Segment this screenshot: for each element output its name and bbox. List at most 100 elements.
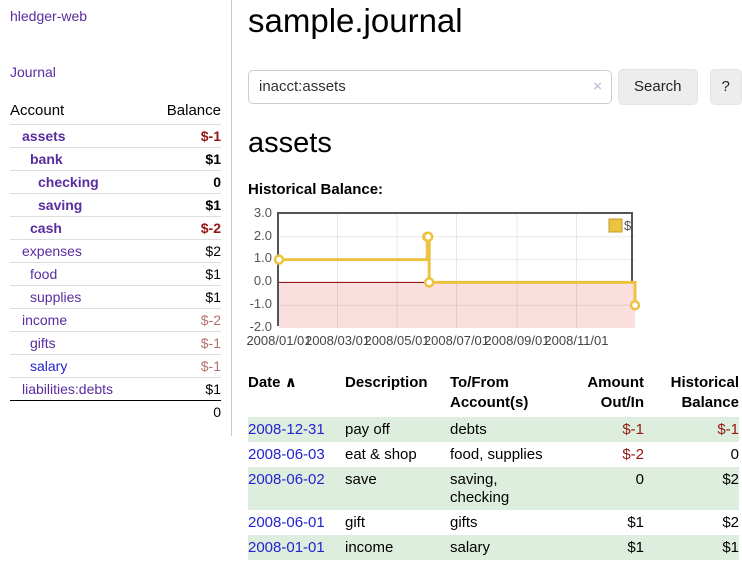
account-balance: $-1 [148,331,221,355]
account-balance: $1 [148,193,221,217]
transaction-amount: $1 [627,513,644,531]
accounts-table-header-row: Account Balance [10,99,221,125]
account-balance: $-1 [148,354,221,378]
x-axis-tick-label: 2008/05/01 [364,332,430,348]
y-axis-tick-label: 0.0 [253,273,272,289]
account-row: checking 0 [10,170,221,194]
transaction-amount: $-2 [622,445,644,463]
transaction-accounts: salary [450,538,491,556]
sidebar-item-journal[interactable]: Journal [10,64,56,80]
transaction-date-link[interactable]: 2008-06-03 [248,445,325,463]
account-row: assets $-1 [10,124,221,148]
transaction-accounts: food, supplies [450,445,543,463]
transaction-date-link[interactable]: 2008-06-02 [248,470,325,488]
register-table: Date ∧ Description To/From Account(s) Am… [248,370,739,560]
account-link[interactable]: supplies [30,289,82,305]
register-row: 2008-06-02 save saving, checking 0 $2 [248,466,739,510]
help-button[interactable]: ? [709,68,742,105]
register-header-amount: Amount Out/In [587,373,644,411]
data-point-marker [629,299,641,311]
account-link[interactable]: liabilities:debts [22,381,114,397]
transaction-description: income [345,538,394,556]
y-axis-tick-label: 3.0 [253,204,272,220]
account-link[interactable]: checking [38,174,99,190]
main-content: sample.journal × Search ? assets Histori… [246,0,742,560]
transaction-accounts: gifts [450,513,478,531]
transaction-description: gift [345,513,366,531]
account-link[interactable]: food [30,266,58,282]
account-link[interactable]: bank [30,151,63,167]
transaction-date-link[interactable]: 2008-06-01 [248,513,325,531]
account-row: supplies $1 [10,285,221,309]
account-link[interactable]: salary [30,358,68,374]
page-title: sample.journal [248,2,463,39]
account-balance: 0 [148,170,221,194]
register-header-date[interactable]: Date ∧ [248,370,345,417]
account-link[interactable]: income [22,312,68,328]
data-point-marker [273,254,285,265]
data-point-marker [422,231,434,242]
account-row: bank $1 [10,147,221,171]
accounts-table: Account Balance assets $-1 bank $1 checking 0… [10,99,221,424]
search-input[interactable] [248,69,612,104]
transaction-date-link[interactable]: 2008-01-01 [248,538,325,556]
search-button[interactable]: Search [618,68,698,105]
transaction-balance: 0 [730,445,739,463]
register-row: 2008-06-01 gift gifts $1 $2 [248,510,739,535]
account-row: saving $1 [10,193,221,217]
account-balance: $1 [148,262,221,286]
account-balance: $1 [148,285,221,309]
accounts-total-spacer [10,400,149,424]
x-axis-tick-label: 2008/09/01 [484,332,550,348]
accounts-total-value: 0 [148,400,221,424]
chart-title: Historical Balance: [248,180,384,198]
accounts-header-account: Account [10,102,65,119]
register-header-row: Date ∧ Description To/From Account(s) Am… [248,370,739,417]
transaction-amount: $1 [627,538,644,556]
register-table-body: 2008-12-31 pay off debts $-1 $-1 2008-06-03 ea… [248,416,739,560]
accounts-header-balance: Balance [166,102,221,119]
x-axis-tick-label: 2008/03/01 [304,332,371,348]
clear-search-icon[interactable]: × [593,77,602,95]
register-row: 2008-06-03 eat & shop food, supplies $-2 0 [248,442,739,467]
balance-chart-plot: $ [273,211,641,328]
transaction-balance: $2 [722,470,739,488]
transaction-amount: 0 [635,470,644,488]
account-link[interactable]: cash [30,220,62,236]
transaction-date-link[interactable]: 2008-12-31 [248,420,325,438]
transaction-balance: $2 [722,513,739,531]
register-header-balance: Historical Balance [670,373,739,411]
y-axis-tick-label: -2.0 [249,318,272,334]
transaction-balance: $1 [722,538,739,556]
search-box: × [248,69,612,104]
register-header-accounts: To/From Account(s) [450,373,529,411]
accounts-table-body: assets $-1 bank $1 checking 0 saving $1 cash $-2 e… [10,124,221,401]
account-link[interactable]: assets [22,128,66,144]
transaction-balance: $-1 [717,420,739,438]
register-header-description: Description [345,373,428,391]
account-balance: $-2 [148,216,221,240]
date-header-label: Date [248,373,281,391]
account-row: cash $-2 [10,216,221,240]
accounts-total-row: 0 [10,400,221,424]
y-axis-tick-label: 1.0 [253,250,272,266]
account-link[interactable]: gifts [30,335,56,351]
sidebar: hledger-web Journal Account Balance asse… [0,0,232,436]
balance-chart: $ 3.0 2.0 1.0 0.0 -1.0 -2.0 2008/01/01 2008/03/… [246,205,742,356]
app-title-link[interactable]: hledger-web [10,8,88,24]
account-link[interactable]: saving [38,197,83,213]
negative-region [279,282,635,328]
account-balance: $1 [148,147,221,171]
search-form: × Search ? [248,68,742,105]
x-axis-tick-label: 2008/01/01 [246,332,312,348]
x-axis-tick-label: 2008/11/01 [544,332,609,348]
sort-ascending-icon: ∧ [284,373,297,391]
account-row: income $-2 [10,308,221,332]
legend-label: $ [624,218,632,233]
account-row: food $1 [10,262,221,286]
account-link[interactable]: expenses [22,243,82,259]
transaction-accounts: saving, checking [450,470,510,506]
legend-swatch [608,218,623,233]
account-row: expenses $2 [10,239,221,263]
register-row: 2008-12-31 pay off debts $-1 $-1 [248,416,739,442]
